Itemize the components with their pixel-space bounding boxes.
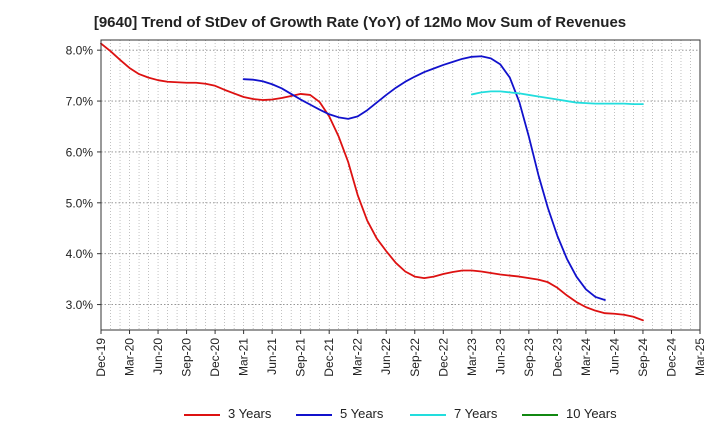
x-tick-label: Sep-24 — [636, 338, 650, 377]
legend: 3 Years 5 Years 7 Years 10 Years — [0, 405, 720, 425]
legend-label-3-years: 3 Years — [228, 406, 272, 421]
x-tick-label: Dec-21 — [322, 338, 336, 377]
y-tick-label: 5.0% — [66, 196, 94, 210]
x-tick-label: Dec-23 — [550, 338, 564, 377]
legend-label-10-years: 10 Years — [566, 406, 617, 421]
x-tick-label: Mar-20 — [123, 338, 137, 376]
x-tick-label: Jun-22 — [379, 338, 393, 375]
x-tick-label: Sep-22 — [408, 338, 422, 377]
x-tick-label: Mar-24 — [579, 338, 593, 376]
x-tick-label: Dec-20 — [208, 338, 222, 377]
chart-title: [9640] Trend of StDev of Growth Rate (Yo… — [93, 14, 627, 31]
series-line-3-years — [100, 42, 644, 322]
x-tick-label: Mar-22 — [351, 338, 365, 376]
x-tick-label: Sep-23 — [522, 338, 536, 377]
y-tick-label: 7.0% — [66, 95, 94, 109]
x-tick-label: Mar-25 — [693, 338, 707, 376]
x-tick-label: Dec-24 — [664, 338, 678, 377]
y-tick-label: 4.0% — [66, 247, 94, 261]
legend-swatch-7-years — [410, 414, 446, 416]
legend-label-7-years: 7 Years — [454, 406, 498, 421]
y-tick-label: 6.0% — [66, 145, 94, 159]
y-tick-label: 3.0% — [66, 298, 94, 312]
x-tick-label: Sep-20 — [180, 338, 194, 377]
x-tick-label: Mar-21 — [237, 338, 251, 376]
x-tick-label: Dec-19 — [94, 338, 108, 377]
y-tick-label: 8.0% — [66, 44, 94, 58]
series-line-7-years — [470, 90, 644, 106]
x-tick-label: Mar-23 — [465, 338, 479, 376]
series-line-5-years — [242, 55, 606, 301]
legend-swatch-3-years — [184, 414, 220, 416]
legend-swatch-10-years — [522, 414, 558, 416]
x-tick-label: Sep-21 — [294, 338, 308, 377]
legend-label-5-years: 5 Years — [340, 406, 384, 421]
x-tick-label: Jun-20 — [151, 338, 165, 375]
x-tick-label: Jun-23 — [493, 338, 507, 375]
plot-frame — [100, 39, 701, 331]
x-tick-label: Jun-21 — [265, 338, 279, 375]
legend-swatch-5-years — [296, 414, 332, 416]
x-tick-label: Jun-24 — [607, 338, 621, 375]
x-tick-label: Dec-22 — [436, 338, 450, 377]
